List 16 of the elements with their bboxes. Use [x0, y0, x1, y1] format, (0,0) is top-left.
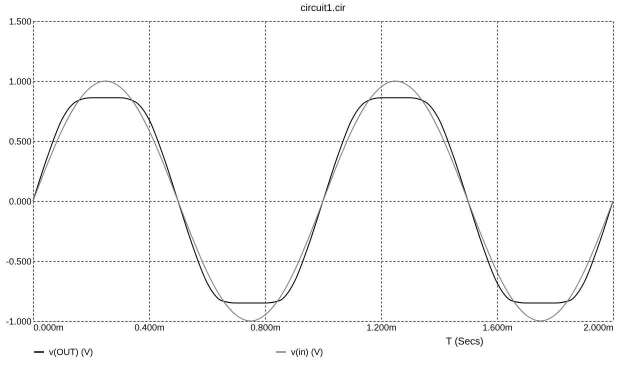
y-tick-label: 1.500 — [8, 16, 32, 26]
y-tick-label: 0.500 — [8, 136, 32, 146]
y-tick-label: -1.000 — [6, 316, 32, 326]
x-tick-label: 1.600m — [482, 322, 513, 332]
legend-label: v(in) (V) — [291, 347, 323, 357]
x-tick-label: 2.000m — [583, 322, 614, 332]
chart-title: circuit1.cir — [300, 3, 346, 14]
y-tick-label: 0.000 — [8, 196, 32, 206]
x-axis-title: T (Secs) — [446, 336, 484, 348]
x-tick-label: 1.200m — [366, 322, 397, 332]
x-tick-label: 0.800m — [250, 322, 281, 332]
y-tick-label: 1.000 — [8, 76, 32, 86]
legend-label: v(OUT) (V) — [49, 347, 93, 357]
x-tick-label: 0.400m — [134, 322, 165, 332]
y-tick-label: -0.500 — [6, 256, 32, 266]
x-tick-label: 0.000m — [34, 322, 64, 332]
